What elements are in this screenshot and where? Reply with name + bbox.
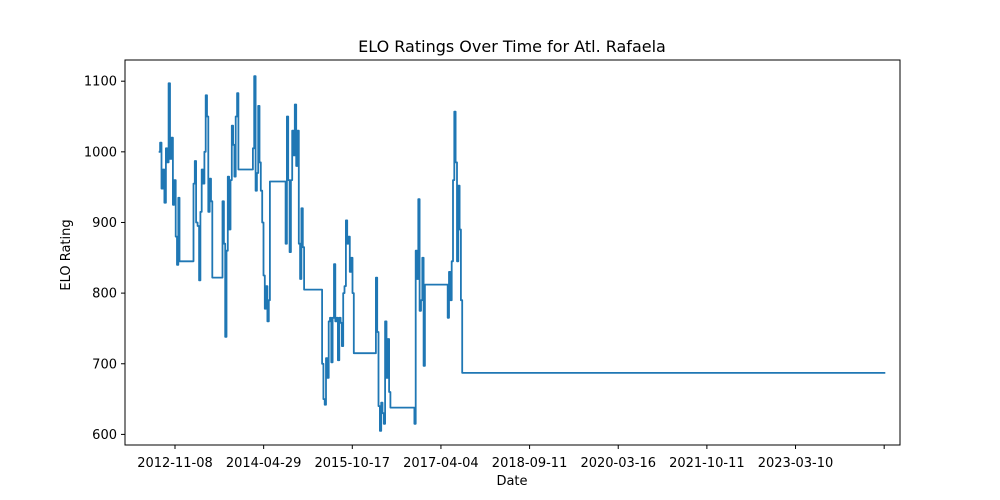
x-tick-label: 2020-03-16 xyxy=(580,456,656,471)
plot-frame xyxy=(124,59,901,446)
y-tick-label: 900 xyxy=(92,216,117,231)
x-tick-label: 2012-11-08 xyxy=(137,456,213,471)
y-axis-label: ELO Rating xyxy=(59,219,74,290)
series-line xyxy=(158,75,886,432)
y-tick-label: 1100 xyxy=(84,75,117,90)
x-tick-label: 2023-03-10 xyxy=(758,456,834,471)
x-tick-label: 2014-04-29 xyxy=(226,456,302,471)
x-axis-label: Date xyxy=(496,474,527,489)
x-tick-label: 2018-09-11 xyxy=(492,456,568,471)
chart-title: ELO Ratings Over Time for Atl. Rafaela xyxy=(358,37,666,56)
y-tick-label: 1000 xyxy=(84,145,117,160)
x-tick-label: 2017-04-04 xyxy=(403,456,479,471)
y-tick-label: 800 xyxy=(92,287,117,302)
y-tick-label: 700 xyxy=(92,357,117,372)
x-tick-label: 2015-10-17 xyxy=(315,456,391,471)
plot-area: 600 700 800 900 1000 1100 2012-11-08 2014-04-29… xyxy=(84,75,886,471)
x-tick-label: 2021-10-11 xyxy=(669,456,745,471)
y-tick-label: 600 xyxy=(92,428,117,443)
